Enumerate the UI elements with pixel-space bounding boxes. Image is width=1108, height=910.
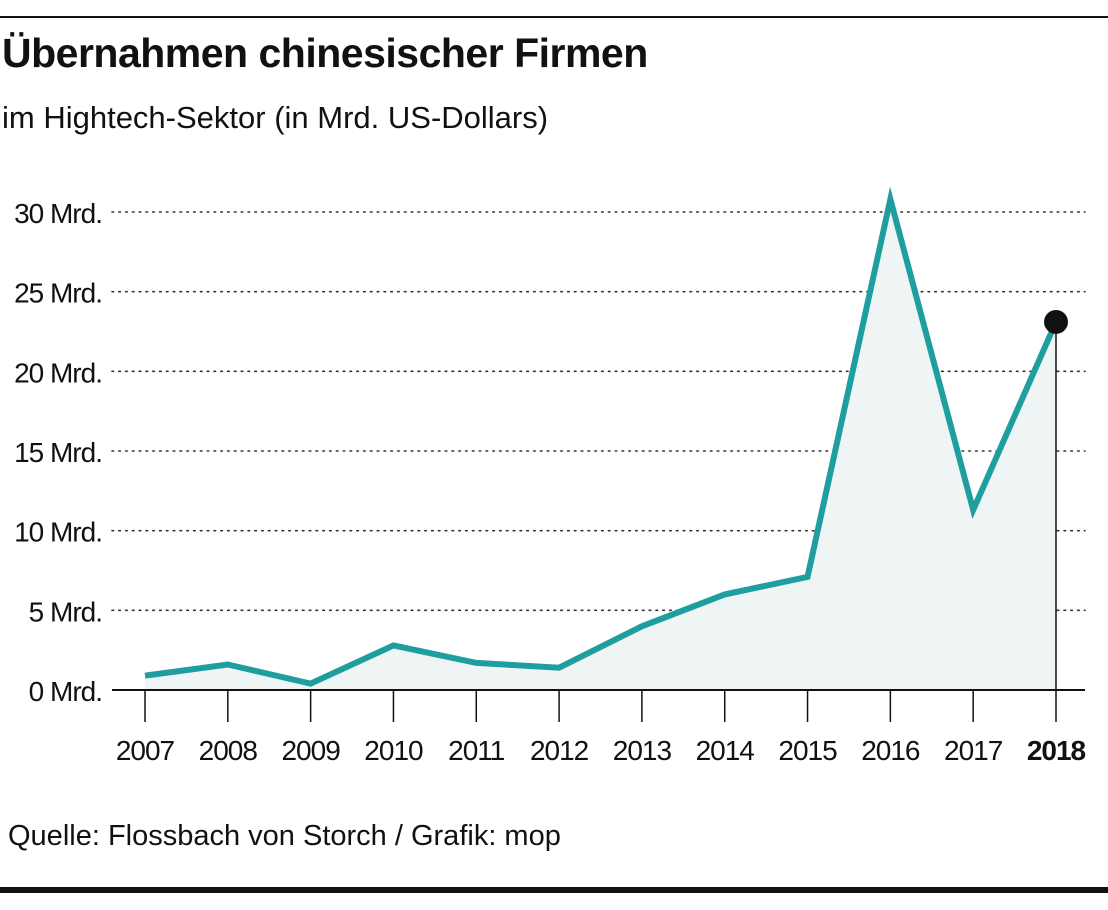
y-tick-label: 25 Mrd. [14,278,102,309]
top-rule [0,16,1108,18]
x-tick-label: 2018 [1027,735,1086,766]
series-line [144,186,1059,687]
highlight-point [1044,309,1068,334]
y-tick-label: 20 Mrd. [14,357,102,388]
series-line-layer [144,186,1068,687]
x-tick-label: 2007 [116,735,175,766]
area-fill-layer [145,199,1056,690]
x-tick-labels: 2007 2008 2009 2010 2011 2012 2013 2014 2015 2016… [116,735,1087,766]
x-tick-label: 2008 [199,735,258,766]
x-tick-label: 2013 [613,735,672,766]
x-tick-label: 2016 [861,735,920,766]
x-tick-label: 2012 [530,735,589,766]
source-note: Quelle: Flossbach von Storch / Grafik: m… [8,820,561,852]
y-tick-label: 30 Mrd. [14,198,102,229]
x-tick-label: 2017 [944,735,1003,766]
x-tick-label: 2011 [448,735,505,766]
x-tick-label: 2010 [364,735,423,766]
area-fill [145,199,1056,690]
x-tick-label: 2014 [696,735,755,766]
x-tick-label: 2009 [281,735,340,766]
y-tick-labels: 0 Mrd. 5 Mrd. 10 Mrd. 15 Mrd. 20 Mrd. 25 Mrd.… [14,198,103,707]
chart-title: Übernahmen chinesischer Firmen [2,30,648,76]
x-axis [112,321,1085,722]
y-tick-label: 5 Mrd. [29,596,102,627]
y-tick-label: 15 Mrd. [14,437,102,468]
bottom-rule [0,887,1108,893]
y-tick-label: 10 Mrd. [14,517,102,548]
chart-subtitle: im Hightech-Sektor (in Mrd. US-Dollars) [2,100,549,135]
x-tick-label: 2015 [778,735,837,766]
y-tick-label: 0 Mrd. [29,676,102,707]
